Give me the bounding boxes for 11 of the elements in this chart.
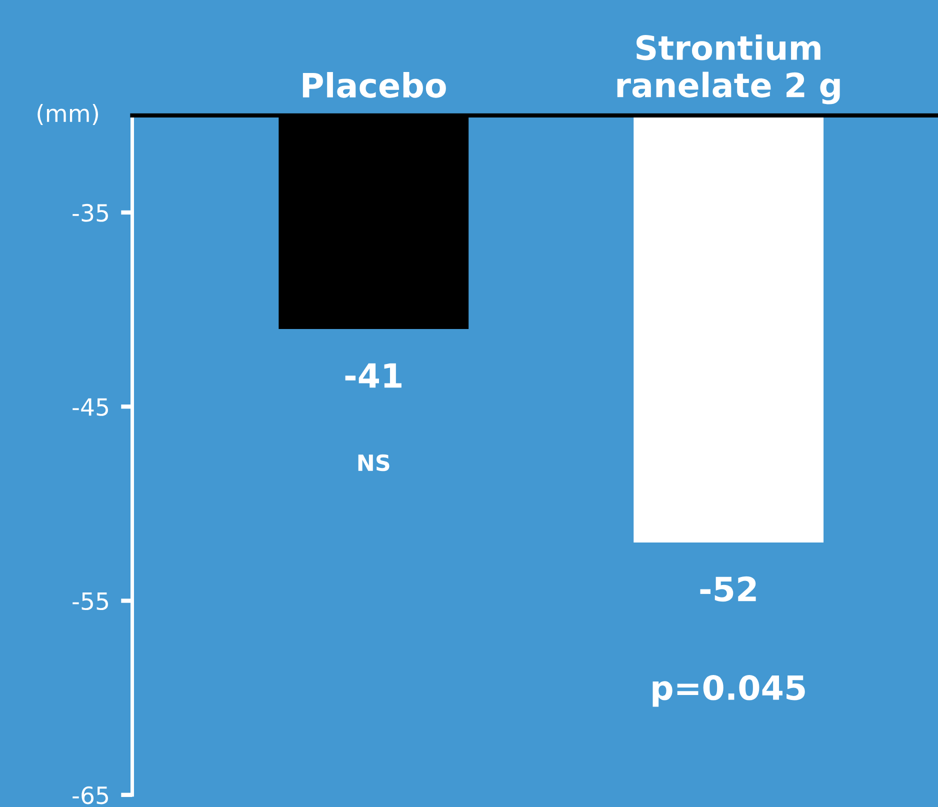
y-tick-label: -45: [72, 398, 108, 416]
data-label: -41: [345, 363, 402, 388]
y-tick-label: -65: [72, 786, 108, 804]
annotation: NS: [358, 454, 390, 472]
x-tick-label: Placebo: [302, 72, 446, 98]
data-label: -52: [700, 576, 756, 602]
y-axis-title: (mm): [38, 104, 98, 126]
y-tick-label: -35: [72, 204, 108, 222]
annotation: p=0.045: [652, 675, 805, 707]
y-tick-label: -55: [72, 592, 108, 610]
x-tick-label: Strontium ranelate 2 g: [617, 34, 840, 104]
